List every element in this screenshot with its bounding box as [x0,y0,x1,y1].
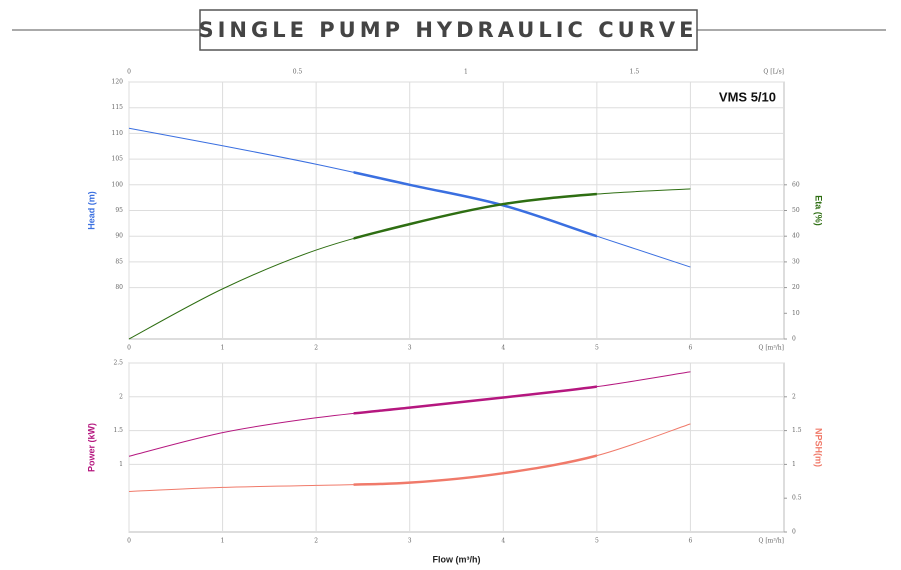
x-tick-label: 6 [689,345,693,352]
x-tick-label: 0 [127,345,131,352]
x-tick-label: 1 [221,345,225,352]
title-box [199,9,698,51]
x2-tick-label: 1 [464,69,468,76]
y-tick-label: 1.5 [113,427,123,434]
duty-line [353,385,597,415]
y-tick-label: 95 [115,207,123,214]
x-tick-label: 3 [408,345,412,352]
y2-axis-label: NPSH(m) [814,428,824,467]
x-tick-label: 4 [501,538,505,545]
plot-frame [128,362,785,533]
duty-line [353,454,597,486]
y-tick-label: 1 [119,461,123,468]
x-tick-label: 2 [314,538,318,545]
x-tick-label: 0 [127,538,131,545]
x-tick-label: 2 [314,345,318,352]
x2-tick-label: 0 [127,69,131,76]
y-tick-label: 2.5 [113,360,123,367]
x2-unit-label: Q [L/s] [763,69,784,76]
y-axis-label: Power (kW) [86,423,96,472]
y2-tick-label: 10 [792,310,800,317]
x-tick-label: 4 [501,345,505,352]
y-tick-label: 105 [112,156,124,163]
y2-tick-label: 1 [792,461,796,468]
x-tick-label: 5 [595,345,599,352]
x2-tick-label: 1.5 [630,69,640,76]
x-unit-label: Q [m³/h] [759,538,785,545]
x2-tick-label: 0.5 [293,69,303,76]
x-tick-label: 3 [408,538,412,545]
y-tick-label: 120 [112,79,124,86]
y-tick-label: 110 [112,130,124,137]
y2-tick-label: 30 [792,258,800,265]
x-axis-label: Flow (m³/h) [433,554,481,564]
y2-tick-label: 0 [792,336,796,343]
y-tick-label: 85 [115,258,123,265]
y-tick-label: 80 [115,284,123,291]
y2-tick-label: 60 [792,181,800,188]
y-tick-label: 100 [112,181,124,188]
y2-tick-label: 50 [792,207,800,214]
y2-tick-label: 0 [792,529,796,536]
x-tick-label: 6 [689,538,693,545]
x-tick-label: 5 [595,538,599,545]
y2-tick-label: 0.5 [792,495,802,502]
duty-line [353,192,597,240]
chart-title: SINGLE PUMP HYDRAULIC CURVE [198,18,697,42]
y2-tick-label: 20 [792,284,800,291]
y-tick-label: 115 [112,104,124,111]
y-tick-label: 2 [119,393,123,400]
model-label: VMS 5/10 [719,89,776,104]
y2-tick-label: 1.5 [792,427,802,434]
y2-axis-label: Eta (%) [814,195,824,226]
x-unit-label: Q [m³/h] [759,345,785,352]
y2-tick-label: 2 [792,393,796,400]
y-tick-label: 90 [115,233,123,240]
y-axis-label: Head (m) [86,191,96,230]
x-tick-label: 1 [221,538,225,545]
duty-line [353,171,597,238]
y2-tick-label: 40 [792,233,800,240]
